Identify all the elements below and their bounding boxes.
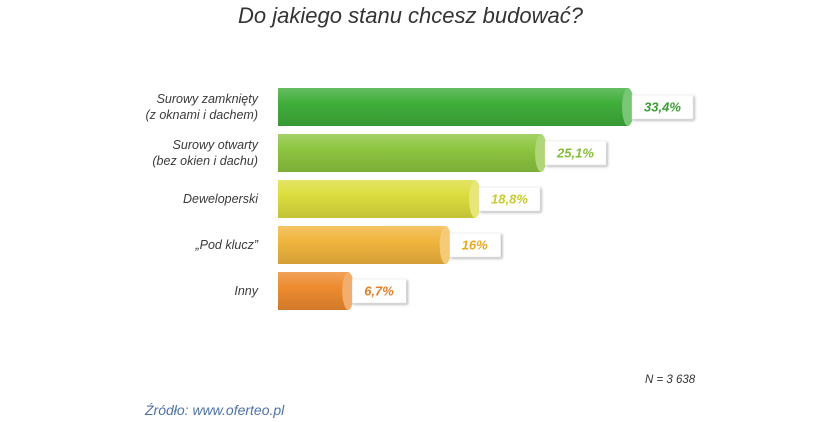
bar-1: [278, 88, 635, 126]
data-label-box: [544, 140, 607, 166]
chart-title: Do jakiego stanu chcesz budować?: [238, 3, 583, 28]
bar-3: [278, 180, 482, 218]
bar-end-cap: [342, 272, 355, 310]
bar-2: [278, 134, 548, 172]
category-label-text: „Pod klucz”: [195, 238, 258, 252]
data-label-text: 25,1%: [556, 146, 594, 161]
data-label-text: 6,7%: [364, 284, 394, 299]
bar-body: [278, 88, 629, 126]
data-label-1: 33,4%: [631, 94, 694, 120]
category-label-1: Surowy zamknięty (z oknami i dachem): [0, 88, 258, 126]
data-label-box: [351, 278, 407, 304]
bar-end-cap: [439, 226, 452, 264]
category-label-text: Surowy otwarty (bez okien i dachu): [152, 138, 258, 168]
category-label-text: Deweloperski: [182, 192, 258, 206]
data-label-3: 18,8%: [478, 186, 541, 212]
bar-5: [278, 272, 355, 310]
bar-end-cap: [622, 88, 635, 126]
data-label-text: 18,8%: [491, 192, 528, 207]
bar-body: [278, 272, 349, 310]
category-label-5: Inny: [0, 272, 258, 310]
source-caption: Źródło: www.oferteo.pl: [145, 402, 285, 418]
bar-body: [278, 180, 476, 218]
data-label-text: 16%: [462, 238, 488, 253]
data-label-2: 25,1%: [544, 140, 607, 166]
bar-body: [278, 134, 542, 172]
data-label-5: 6,7%: [351, 278, 407, 304]
data-label-box: [631, 94, 694, 120]
data-label-text: 33,4%: [644, 100, 681, 115]
sample-size-note: N = 3 638: [645, 374, 696, 386]
data-label-box: [449, 232, 501, 258]
data-label-4: 16%: [449, 232, 501, 258]
category-label-2: Surowy otwarty (bez okien i dachu): [0, 134, 258, 172]
bars: [278, 88, 635, 310]
category-label-text: Inny: [234, 284, 258, 298]
bar-end-cap: [469, 180, 482, 218]
bar-4: [278, 226, 452, 264]
category-label-text: Surowy zamknięty (z oknami i dachem): [145, 92, 258, 122]
data-labels: 33,4% 25,1% 18,8% 16% 6,7%: [351, 94, 694, 304]
bar-body: [278, 226, 446, 264]
data-label-box: [478, 186, 541, 212]
category-label-4: „Pod klucz”: [0, 226, 258, 264]
category-label-3: Deweloperski: [0, 180, 258, 218]
bar-end-cap: [535, 134, 548, 172]
